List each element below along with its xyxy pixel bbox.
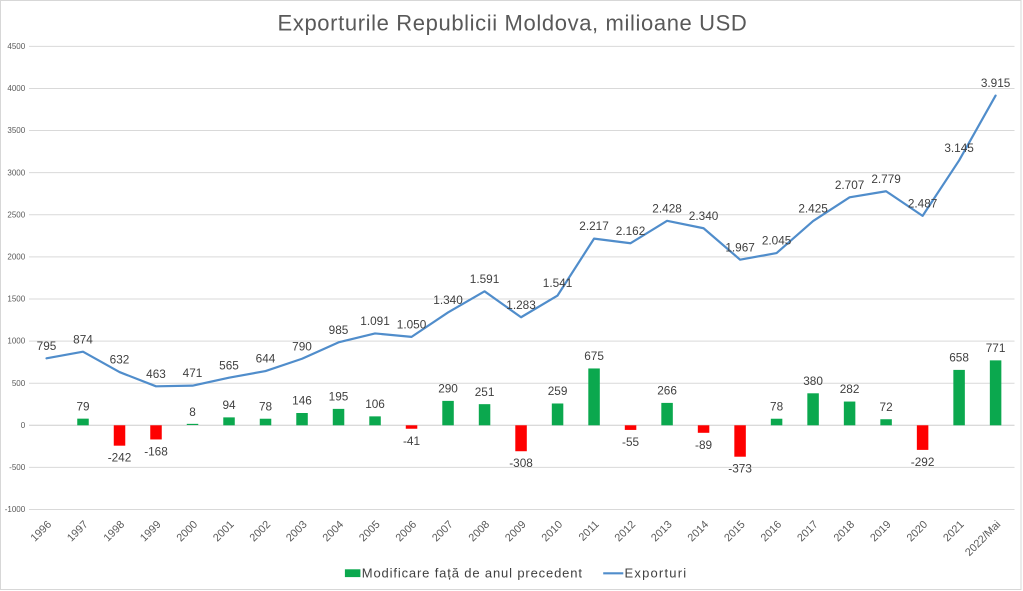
svg-text:1.091: 1.091 [360,314,390,328]
svg-text:79: 79 [76,399,89,413]
svg-text:463: 463 [146,367,166,381]
svg-text:78: 78 [259,399,273,413]
svg-text:2.487: 2.487 [908,196,938,210]
svg-text:4000: 4000 [7,84,25,93]
svg-text:72: 72 [880,400,893,414]
svg-text:290: 290 [438,381,458,395]
svg-text:2.707: 2.707 [835,178,865,192]
svg-text:-500: -500 [9,463,26,472]
svg-text:1500: 1500 [7,295,25,304]
svg-text:471: 471 [183,366,203,380]
svg-text:78: 78 [770,399,784,413]
svg-text:4500: 4500 [7,42,25,51]
svg-text:632: 632 [110,353,130,367]
svg-text:Exporturi: Exporturi [625,566,688,581]
svg-text:500: 500 [12,379,26,388]
svg-text:146: 146 [292,394,312,408]
svg-text:3.915: 3.915 [981,76,1011,90]
svg-text:985: 985 [329,323,349,337]
svg-text:3.145: 3.145 [944,141,974,155]
svg-text:251: 251 [475,385,495,399]
svg-text:3500: 3500 [7,126,25,135]
svg-text:644: 644 [256,352,276,366]
svg-text:2.162: 2.162 [616,224,646,238]
svg-text:0: 0 [21,421,26,430]
svg-text:1.591: 1.591 [470,272,500,286]
svg-text:2.340: 2.340 [689,209,719,223]
svg-text:-1000: -1000 [5,505,26,514]
svg-text:3000: 3000 [7,168,25,177]
svg-text:-41: -41 [403,434,420,448]
svg-text:1.541: 1.541 [543,276,573,290]
svg-text:658: 658 [949,350,969,364]
svg-text:675: 675 [584,349,604,363]
svg-text:771: 771 [986,341,1006,355]
svg-text:1.340: 1.340 [433,293,463,307]
svg-text:-242: -242 [108,451,132,465]
svg-text:-89: -89 [695,438,712,452]
svg-text:2000: 2000 [7,252,25,261]
svg-text:1.283: 1.283 [506,298,536,312]
svg-text:-55: -55 [622,435,639,449]
svg-text:259: 259 [548,384,568,398]
svg-text:2.425: 2.425 [798,202,828,216]
svg-text:2.428: 2.428 [652,201,682,215]
svg-text:790: 790 [292,339,312,353]
svg-text:2500: 2500 [7,210,25,219]
svg-text:1000: 1000 [7,337,25,346]
svg-text:Exporturile Republicii Moldova: Exporturile Republicii Moldova, milioane… [278,11,748,36]
svg-text:795: 795 [37,339,57,353]
svg-text:8: 8 [189,405,196,419]
svg-text:Modificare față de anul preced: Modificare față de anul precedent [362,566,583,581]
svg-text:874: 874 [73,332,93,346]
svg-text:106: 106 [365,397,385,411]
svg-text:195: 195 [329,389,349,403]
svg-text:-373: -373 [728,462,752,476]
svg-text:-308: -308 [509,456,533,470]
svg-text:565: 565 [219,358,239,372]
svg-text:2.779: 2.779 [871,172,901,186]
svg-text:282: 282 [840,382,860,396]
svg-text:1.050: 1.050 [397,317,427,331]
svg-text:2.217: 2.217 [579,219,609,233]
svg-text:1.967: 1.967 [725,240,755,254]
svg-text:266: 266 [657,384,677,398]
svg-text:380: 380 [803,374,823,388]
svg-text:-292: -292 [911,455,935,469]
svg-text:-168: -168 [144,444,168,458]
svg-text:94: 94 [222,398,236,412]
svg-text:2.045: 2.045 [762,234,792,248]
